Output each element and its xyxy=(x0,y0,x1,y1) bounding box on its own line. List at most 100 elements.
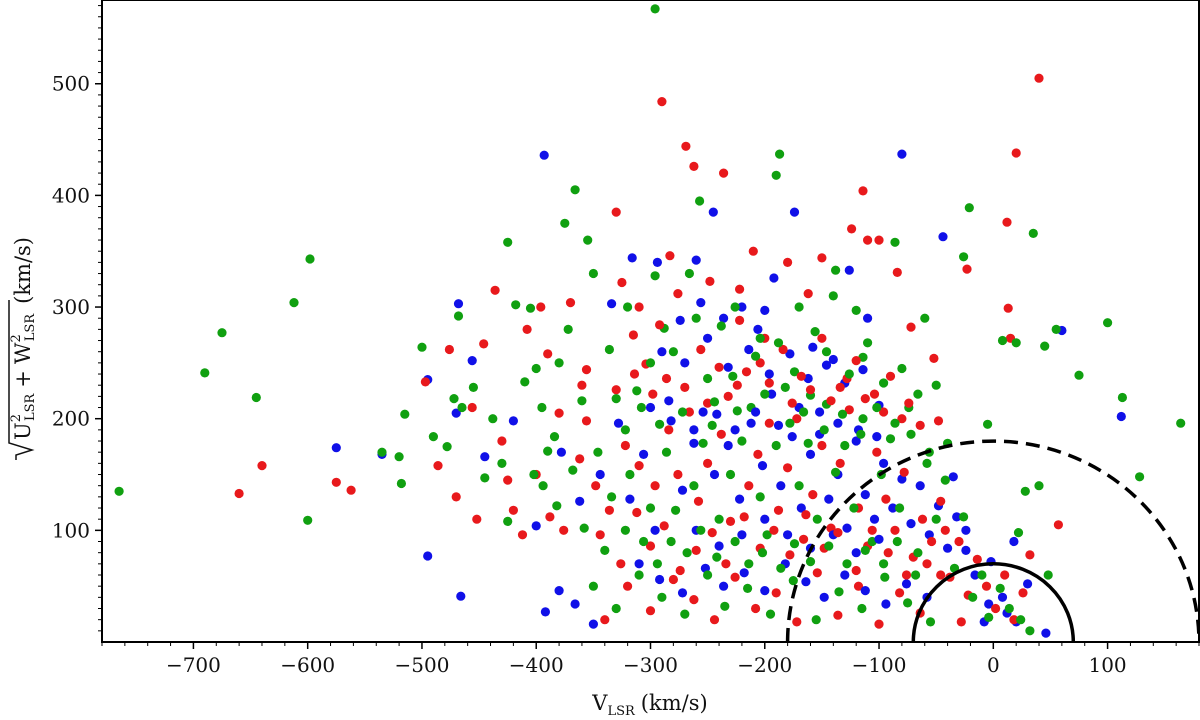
green-point xyxy=(611,603,621,614)
red-point xyxy=(508,505,518,515)
sqrt-radical-icon xyxy=(8,300,35,460)
green-point xyxy=(680,609,690,619)
red-point xyxy=(689,595,699,605)
red-point xyxy=(1053,520,1063,530)
x-tick-label: −600 xyxy=(280,653,335,677)
red-point xyxy=(634,461,644,471)
green-point xyxy=(531,363,541,374)
red-point xyxy=(933,416,944,426)
red-point xyxy=(1009,615,1019,625)
green-point xyxy=(1004,603,1014,614)
red-point xyxy=(890,525,900,535)
blue-point xyxy=(760,305,770,315)
red-point xyxy=(799,534,809,544)
red-point xyxy=(497,436,507,446)
green-point xyxy=(940,475,950,485)
green-point xyxy=(579,523,589,533)
blue-point xyxy=(691,255,701,265)
green-point xyxy=(1117,392,1127,403)
red-point xyxy=(721,559,731,569)
red-point xyxy=(522,324,532,334)
red-point xyxy=(739,512,749,522)
blue-point xyxy=(655,574,665,585)
blue-point xyxy=(815,407,825,417)
green-point xyxy=(1051,324,1061,334)
green-point xyxy=(858,352,868,362)
green-point xyxy=(453,311,464,321)
green-point xyxy=(1016,615,1026,625)
blue-point xyxy=(714,541,724,551)
green-point xyxy=(623,302,633,312)
red-point xyxy=(565,298,576,308)
red-point xyxy=(744,481,754,491)
blue-point xyxy=(863,313,873,323)
green-point xyxy=(657,592,667,602)
red-point xyxy=(956,617,966,627)
green-point xyxy=(819,425,829,435)
green-point xyxy=(520,377,530,387)
red-point xyxy=(661,373,672,384)
red-point xyxy=(764,378,774,388)
data-points xyxy=(114,4,1186,638)
red-point xyxy=(331,477,341,487)
green-point xyxy=(1074,370,1084,380)
green-point xyxy=(661,447,672,457)
green-point xyxy=(503,516,513,527)
red-point xyxy=(844,405,854,415)
green-point xyxy=(977,570,987,580)
blue-point xyxy=(869,514,880,524)
green-point xyxy=(620,525,631,535)
red-point xyxy=(648,389,658,399)
green-point xyxy=(698,438,708,448)
green-point xyxy=(794,302,804,312)
green-point xyxy=(789,539,800,549)
blue-point xyxy=(680,358,690,368)
green-point xyxy=(691,313,701,323)
green-point xyxy=(720,601,730,611)
blue-point xyxy=(554,586,564,596)
red-point xyxy=(792,617,802,627)
red-point xyxy=(680,382,690,392)
blue-point xyxy=(625,494,635,504)
red-point xyxy=(872,447,882,457)
green-point xyxy=(714,514,724,524)
blue-point xyxy=(860,490,870,500)
green-point xyxy=(931,514,941,524)
x-tick-label: 0 xyxy=(987,653,1000,677)
blue-point xyxy=(677,485,688,495)
red-point xyxy=(665,251,675,261)
green-point xyxy=(488,414,498,424)
blue-point xyxy=(796,503,806,513)
blue-point xyxy=(751,407,761,417)
x-tick-label: 100 xyxy=(1088,653,1126,677)
blue-point xyxy=(639,449,649,459)
green-point xyxy=(1176,418,1186,428)
green-point xyxy=(897,363,907,374)
red-point xyxy=(675,565,685,576)
y-tick-label: 500 xyxy=(52,72,90,96)
blue-point xyxy=(719,581,729,591)
green-point xyxy=(677,407,688,417)
green-point xyxy=(468,382,478,392)
blue-point xyxy=(948,472,958,482)
green-point xyxy=(538,481,548,491)
red-point xyxy=(536,302,546,312)
red-point xyxy=(645,541,656,551)
green-point xyxy=(554,358,564,368)
green-point xyxy=(773,338,784,348)
green-point xyxy=(831,265,841,275)
green-point xyxy=(570,185,580,195)
red-point xyxy=(611,385,621,395)
green-point xyxy=(400,409,410,419)
blue-point xyxy=(764,369,774,379)
green-point xyxy=(879,559,889,569)
green-point xyxy=(844,369,854,379)
red-point xyxy=(972,554,982,565)
red-point xyxy=(915,420,925,430)
red-point xyxy=(707,528,717,538)
blue-point xyxy=(696,298,706,308)
red-point xyxy=(257,461,267,471)
red-point xyxy=(517,530,528,540)
green-point xyxy=(703,570,713,580)
red-point xyxy=(858,186,868,196)
